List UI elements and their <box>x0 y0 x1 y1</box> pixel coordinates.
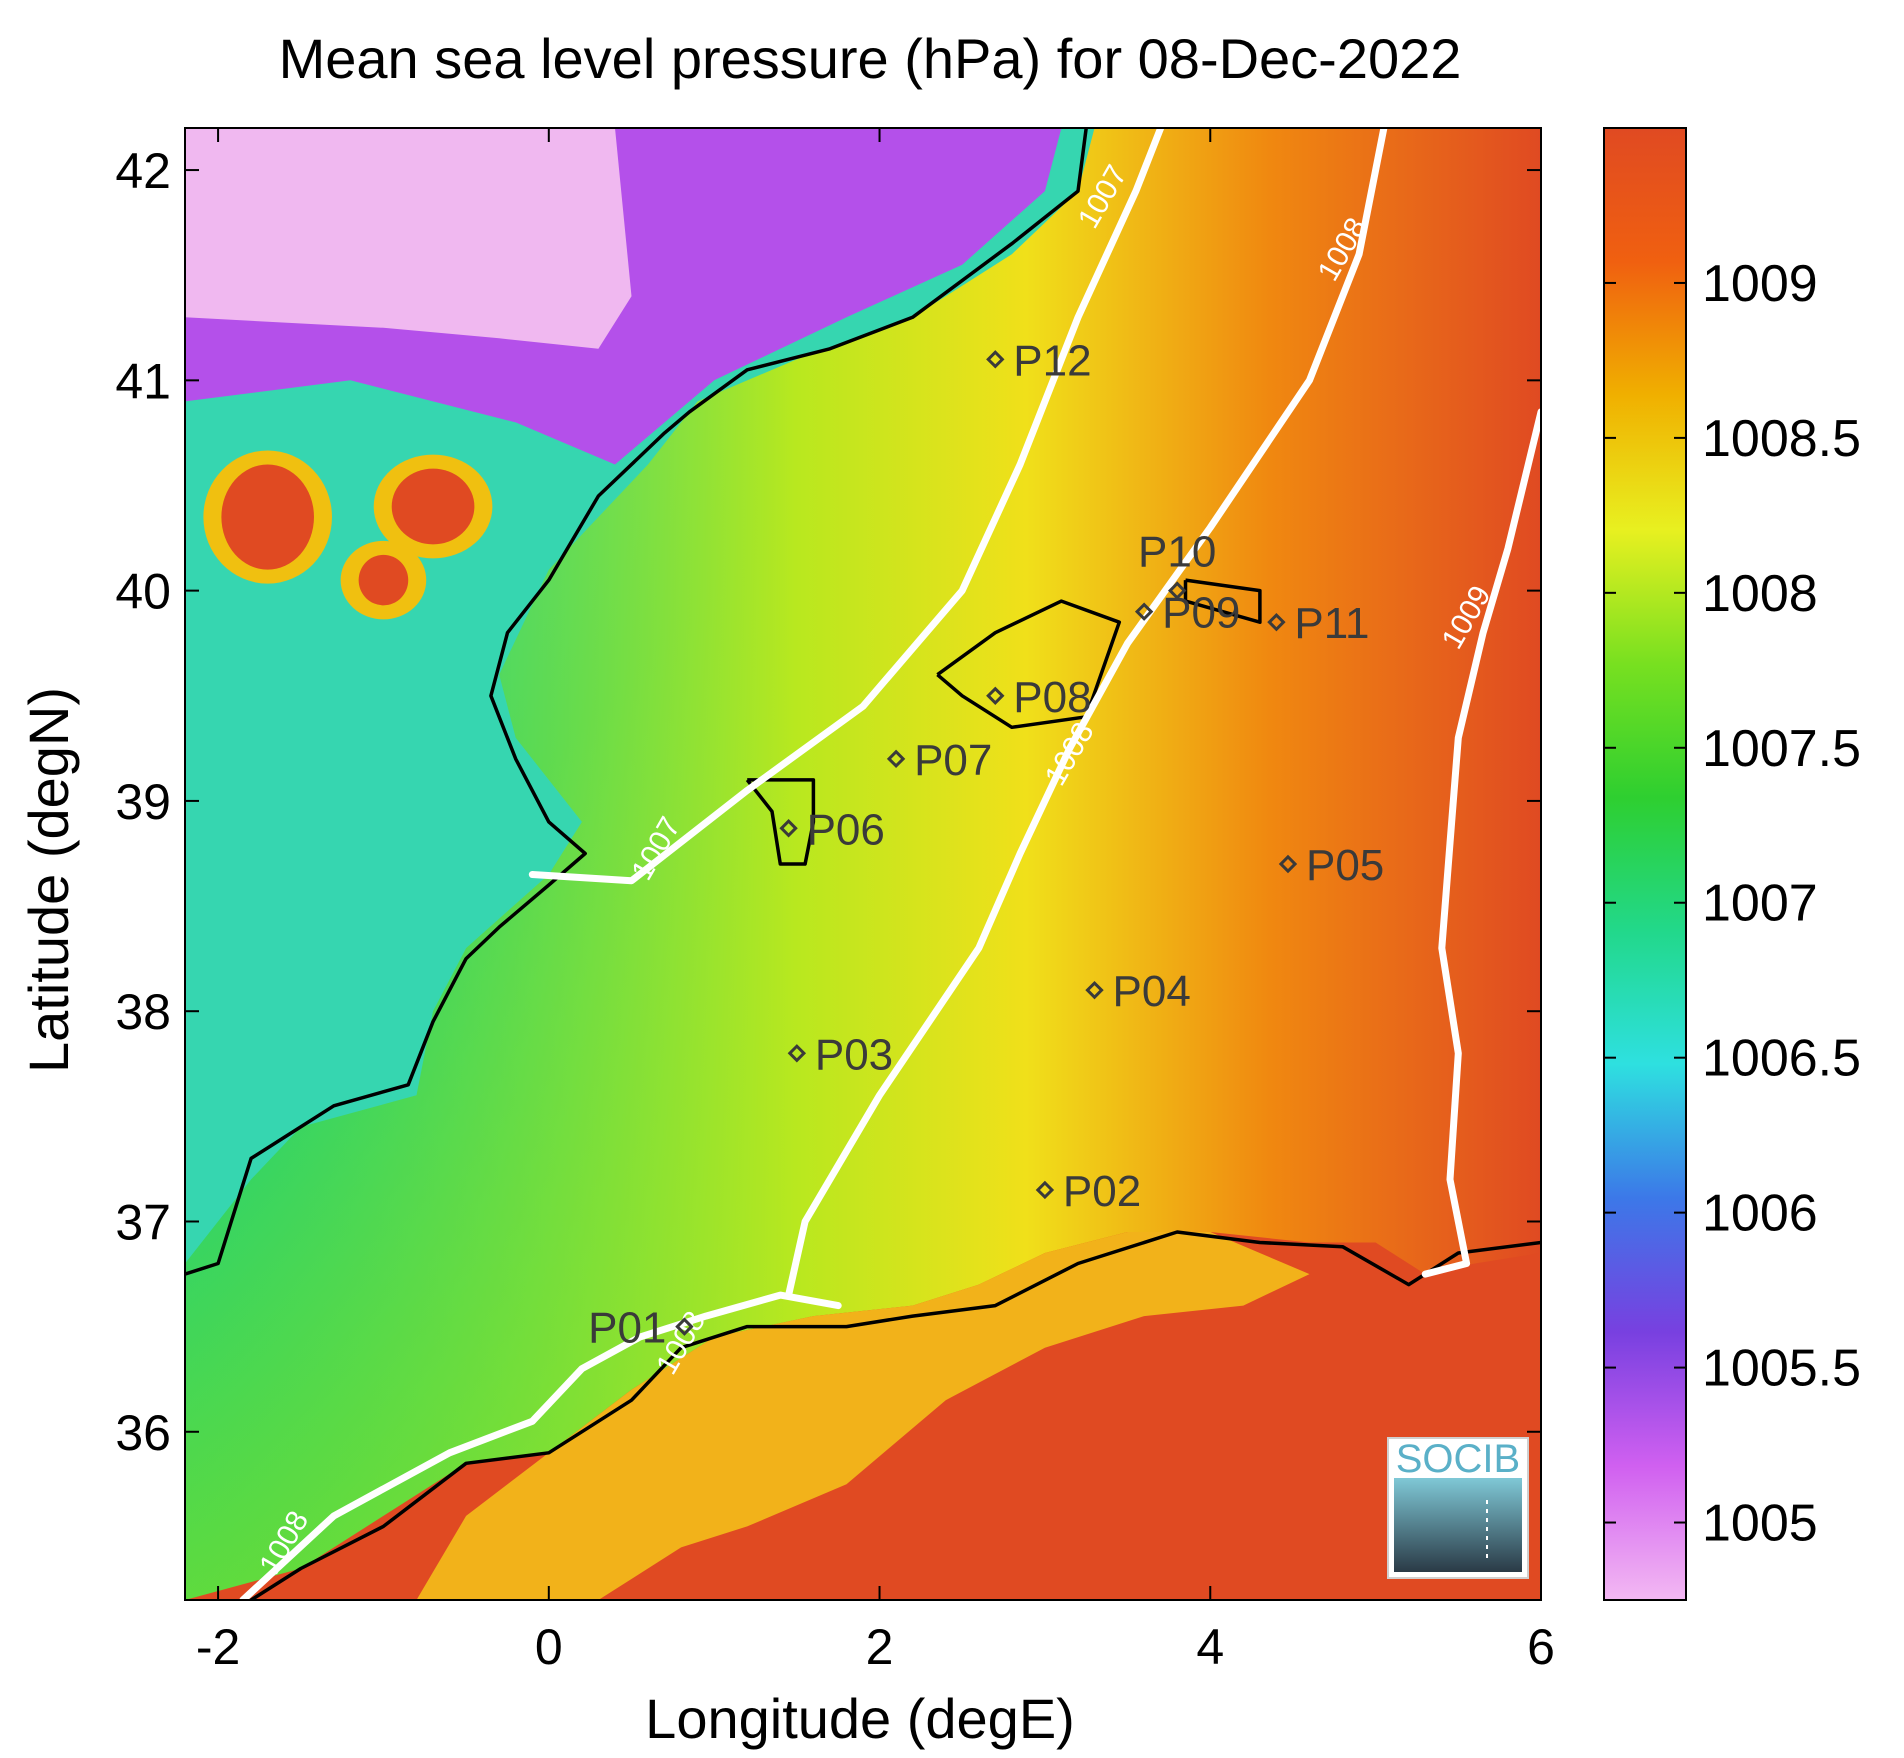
station-diamond <box>986 686 1005 705</box>
station-marker: P05 <box>1278 841 1384 890</box>
station-label: P12 <box>1013 336 1091 385</box>
colorbar-tick-label: 1008 <box>1702 565 1818 623</box>
chart-title: Mean sea level pressure (hPa) for 08-Dec… <box>279 27 1462 90</box>
colorbar-tick-label: 1008.5 <box>1702 410 1861 468</box>
y-tick-label: 38 <box>115 984 171 1040</box>
colorbar-tick-label: 1006 <box>1702 1185 1818 1243</box>
isobar-line <box>239 1291 842 1600</box>
station-diamond <box>779 819 798 838</box>
station-diamond <box>986 350 1005 369</box>
colorbar: 1005 1005.5 1006 1006.5 1007 1007.5 1008 1008.5… <box>1603 127 1861 1601</box>
station-marker: P02 <box>1035 1167 1141 1216</box>
y-axis: 36 37 38 39 40 41 42 <box>115 143 1541 1461</box>
station-diamond <box>1085 980 1104 1000</box>
x-tick-label: -2 <box>196 1619 240 1675</box>
x-tick-label: 4 <box>1196 1619 1224 1675</box>
station-label: P02 <box>1063 1167 1141 1216</box>
isobar-line <box>528 128 1165 885</box>
y-tick-label: 36 <box>115 1405 171 1461</box>
station-marker: P07 <box>886 736 992 785</box>
colorbar-gradient <box>1603 127 1687 1601</box>
station-diamond <box>1267 612 1286 632</box>
station-diamond <box>1168 581 1187 600</box>
socib-logo: SOCIB <box>1387 1437 1529 1579</box>
colorbar-tick-label: 1005.5 <box>1702 1340 1861 1398</box>
station-marker: P06 <box>779 805 885 854</box>
y-tick-label: 39 <box>115 774 171 830</box>
station-label: P10 <box>1138 528 1216 577</box>
coastline-segment <box>745 778 816 866</box>
station-diamond <box>1278 854 1298 874</box>
station-marker: P03 <box>787 1030 893 1079</box>
coastline-segment <box>1183 578 1262 624</box>
station-marker: P12 <box>986 336 1092 385</box>
station-label: P06 <box>807 805 885 854</box>
station-marker: P01 <box>588 1304 694 1353</box>
station-label: P01 <box>588 1304 666 1353</box>
coastline-segment <box>936 599 1122 730</box>
x-tick-label: 2 <box>866 1619 894 1675</box>
station-label: P08 <box>1013 673 1091 722</box>
inland-high-pressure-patches <box>203 450 493 620</box>
colorbar-tick-label: 1006.5 <box>1702 1030 1861 1088</box>
colorbar-tick-label: 1009 <box>1702 255 1818 313</box>
colorbar-tick-label: 1005 <box>1702 1495 1818 1553</box>
station-marker: P11 <box>1267 599 1369 648</box>
station-label: P07 <box>914 736 992 785</box>
station-marker: P08 <box>986 673 1092 722</box>
station-diamond <box>787 1044 807 1063</box>
iberia-lowest-pressure-area <box>185 128 632 349</box>
x-tick-label: 6 <box>1527 1619 1555 1675</box>
coastline <box>185 128 1541 1600</box>
station-label: P11 <box>1294 599 1369 648</box>
africa-coast-fringe <box>416 1232 1310 1600</box>
station-diamond <box>675 1317 694 1336</box>
x-axis-label: Longitude (degE) <box>645 1687 1075 1750</box>
station-marker: P04 <box>1085 967 1191 1016</box>
x-axis: -2 0 2 4 6 <box>196 128 1555 1675</box>
y-tick-label: 40 <box>115 564 171 620</box>
station-diamond <box>886 749 906 769</box>
station-label: P03 <box>815 1030 893 1079</box>
y-tick-label: 42 <box>115 143 171 199</box>
isobar-line <box>1421 408 1541 1278</box>
station-marker: P10 <box>1138 528 1216 600</box>
iberia-land-field <box>185 128 1095 1264</box>
station-diamond <box>1035 1180 1055 1200</box>
y-axis-label: Latitude (degN) <box>17 687 80 1073</box>
y-tick-label: 37 <box>115 1194 171 1250</box>
y-tick-label: 41 <box>115 353 171 409</box>
colorbar-tick-label: 1007.5 <box>1702 720 1861 778</box>
plot-frame <box>184 127 1542 1601</box>
x-tick-label: 0 <box>535 1619 563 1675</box>
isobar-line <box>785 128 1388 1299</box>
logo-text: SOCIB <box>1396 1437 1520 1481</box>
station-label: P04 <box>1113 967 1191 1016</box>
coastline-segment <box>247 1230 1541 1600</box>
colorbar-tick-label: 1007 <box>1702 875 1818 933</box>
station-label: P05 <box>1306 841 1384 890</box>
coastline-segment <box>185 128 1088 1276</box>
station-diamond <box>1134 602 1154 621</box>
